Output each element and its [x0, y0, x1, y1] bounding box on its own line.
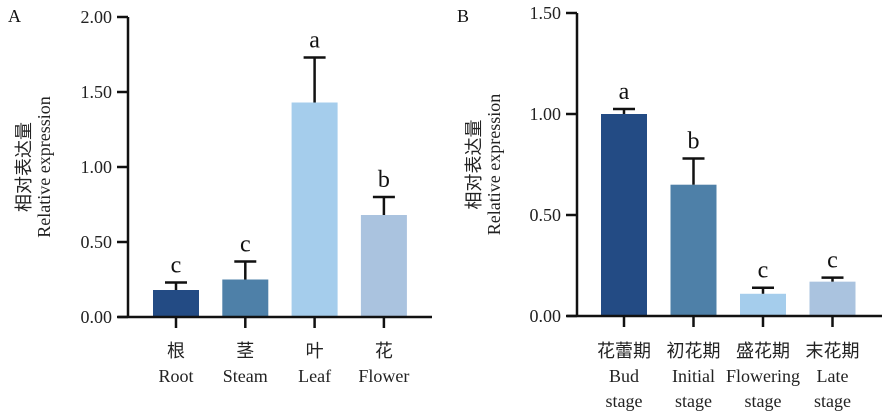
significance-label: c — [827, 248, 838, 274]
bar — [740, 293, 786, 316]
x-tick-label: Root — [158, 366, 193, 386]
y-tick-label: 0.00 — [530, 306, 562, 326]
significance-label: c — [240, 232, 251, 258]
x-tick-label: stage — [814, 391, 851, 411]
x-tick-label: stage — [675, 391, 712, 411]
x-tick-label: stage — [745, 391, 782, 411]
panel-label: B — [457, 6, 469, 26]
bar — [291, 102, 338, 317]
bar — [222, 279, 269, 317]
panel-b: B 相对表达量 Relative expression a 花蕾期 Bud stage b 初花… — [457, 3, 882, 411]
x-tick-label-cn: 叶 — [306, 341, 324, 361]
x-tick-label-cn: 末花期 — [806, 341, 860, 361]
y-axis-label: Relative expression — [34, 96, 54, 237]
y-axis-label: Relative expression — [484, 94, 504, 235]
x-tick-label-cn: 盛花期 — [736, 341, 790, 361]
significance-label: b — [378, 167, 390, 193]
significance-label: c — [171, 253, 182, 279]
bar — [601, 114, 647, 316]
x-tick-label-cn: 花蕾期 — [597, 341, 651, 361]
panel-label: A — [8, 6, 21, 26]
x-tick-label: Steam — [223, 366, 268, 386]
x-tick-label: Leaf — [298, 366, 331, 386]
significance-label: c — [758, 258, 769, 284]
y-tick-label: 1.00 — [81, 157, 113, 177]
x-tick-label: Bud — [609, 366, 639, 386]
significance-label: a — [309, 28, 320, 54]
bar — [153, 290, 199, 317]
y-axis-label-cn: 相对表达量 — [14, 122, 34, 212]
x-tick-label: Late — [817, 366, 849, 386]
y-tick-label: 1.00 — [530, 104, 562, 124]
x-tick-label: stage — [606, 391, 643, 411]
x-tick-label-cn: 花 — [375, 341, 393, 361]
x-tick-label: Flower — [358, 366, 409, 386]
x-tick-label-cn: 初花期 — [667, 341, 721, 361]
bar — [360, 215, 407, 317]
x-tick-label: Flowering — [726, 366, 800, 386]
y-tick-label: 2.00 — [81, 7, 113, 27]
x-tick-label-cn: 根 — [167, 341, 185, 361]
y-tick-label: 0.00 — [81, 307, 113, 327]
y-tick-label: 0.50 — [81, 232, 113, 252]
significance-label: b — [688, 128, 700, 154]
x-tick-label: Initial — [672, 366, 715, 386]
panel-a: A 相对表达量 Relative expression c 根 Root c 茎 Steam a 叶… — [8, 6, 432, 386]
y-tick-label: 1.50 — [530, 3, 562, 23]
significance-label: a — [619, 79, 630, 105]
bar — [809, 281, 856, 316]
x-tick-label-cn: 茎 — [236, 341, 254, 361]
y-tick-label: 0.50 — [530, 205, 562, 225]
y-tick-label: 1.50 — [81, 82, 113, 102]
y-axis-label-cn: 相对表达量 — [464, 120, 484, 210]
bar — [670, 184, 717, 316]
